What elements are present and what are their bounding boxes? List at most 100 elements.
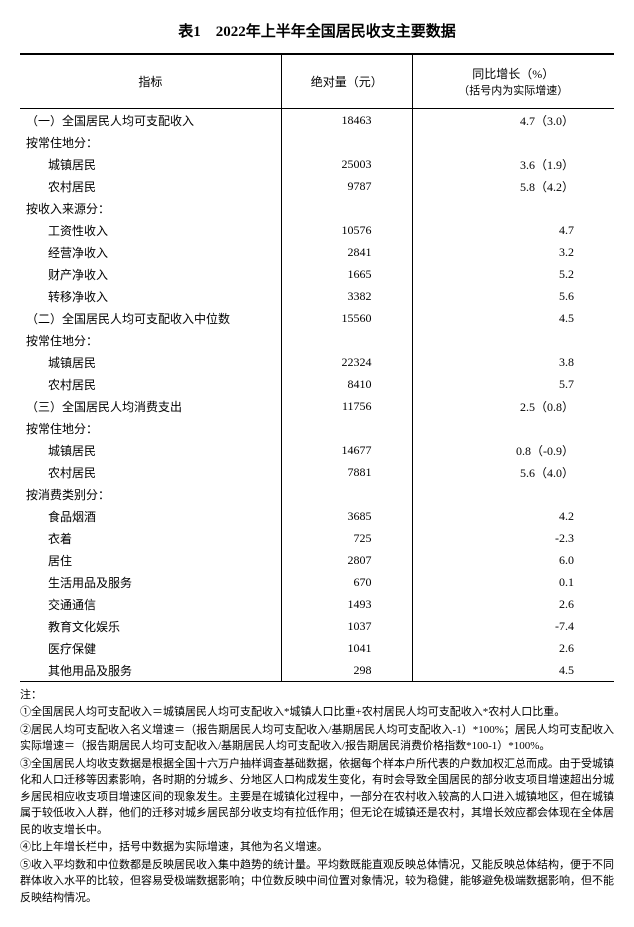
table-row: 生活用品及服务6700.1 [20, 571, 614, 593]
cell-indicator: 城镇居民 [20, 153, 281, 175]
cell-absolute: 18463 [281, 109, 412, 132]
cell-absolute: 1037 [281, 615, 412, 637]
cell-absolute: 670 [281, 571, 412, 593]
note-item: ①全国居民人均可支配收入＝城镇居民人均可支配收入*城镇人口比重+农村居民人均可支… [20, 704, 614, 721]
cell-indicator: 农村居民 [20, 175, 281, 197]
cell-absolute: 15560 [281, 307, 412, 329]
table-row: 其他用品及服务2984.5 [20, 659, 614, 682]
cell-growth: 2.6 [412, 593, 614, 615]
cell-indicator: 食品烟酒 [20, 505, 281, 527]
cell-growth: -7.4 [412, 615, 614, 637]
cell-growth: 5.7 [412, 373, 614, 395]
cell-growth: 4.2 [412, 505, 614, 527]
cell-growth: 3.6（1.9） [412, 153, 614, 175]
cell-growth: 4.7 [412, 219, 614, 241]
cell-absolute: 11756 [281, 395, 412, 417]
cell-indicator: 教育文化娱乐 [20, 615, 281, 637]
cell-absolute [281, 417, 412, 439]
cell-absolute: 3685 [281, 505, 412, 527]
notes-label: 注： [20, 686, 614, 702]
col-header-absolute: 绝对量（元） [281, 54, 412, 109]
cell-growth: 5.6 [412, 285, 614, 307]
cell-indicator: 城镇居民 [20, 351, 281, 373]
cell-indicator: 农村居民 [20, 461, 281, 483]
cell-absolute: 22324 [281, 351, 412, 373]
cell-indicator: 按常住地分： [20, 417, 281, 439]
cell-growth: 0.1 [412, 571, 614, 593]
cell-indicator: 按常住地分： [20, 329, 281, 351]
cell-indicator: （二）全国居民人均可支配收入中位数 [20, 307, 281, 329]
table-row: 工资性收入105764.7 [20, 219, 614, 241]
cell-growth [412, 131, 614, 153]
cell-absolute [281, 197, 412, 219]
table-row: 按常住地分： [20, 329, 614, 351]
table-row: 衣着725-2.3 [20, 527, 614, 549]
cell-indicator: 城镇居民 [20, 439, 281, 461]
table-row: 农村居民97875.8（4.2） [20, 175, 614, 197]
cell-indicator: 其他用品及服务 [20, 659, 281, 682]
cell-growth: 2.5（0.8） [412, 395, 614, 417]
cell-absolute [281, 131, 412, 153]
col-header-indicator: 指标 [20, 54, 281, 109]
cell-absolute [281, 329, 412, 351]
table-row: 按常住地分： [20, 417, 614, 439]
note-item: ③全国居民人均收支数据是根据全国十六万户抽样调查基础数据，依据每个样本户所代表的… [20, 756, 614, 839]
cell-absolute: 1041 [281, 637, 412, 659]
cell-indicator: 经营净收入 [20, 241, 281, 263]
cell-growth: 6.0 [412, 549, 614, 571]
cell-growth: 4.7（3.0） [412, 109, 614, 132]
cell-growth: 3.8 [412, 351, 614, 373]
cell-indicator: 按常住地分： [20, 131, 281, 153]
cell-absolute: 2841 [281, 241, 412, 263]
cell-growth [412, 417, 614, 439]
cell-growth: -2.3 [412, 527, 614, 549]
cell-growth [412, 329, 614, 351]
cell-growth: 3.2 [412, 241, 614, 263]
cell-indicator: 按消费类别分： [20, 483, 281, 505]
cell-indicator: 转移净收入 [20, 285, 281, 307]
table-row: 教育文化娱乐1037-7.4 [20, 615, 614, 637]
table-title: 表1 2022年上半年全国居民收支主要数据 [20, 20, 614, 41]
cell-indicator: 生活用品及服务 [20, 571, 281, 593]
table-body: （一）全国居民人均可支配收入184634.7（3.0）按常住地分：城镇居民250… [20, 109, 614, 682]
cell-indicator: （一）全国居民人均可支配收入 [20, 109, 281, 132]
cell-indicator: 医疗保健 [20, 637, 281, 659]
cell-indicator: 农村居民 [20, 373, 281, 395]
table-row: （一）全国居民人均可支配收入184634.7（3.0） [20, 109, 614, 132]
cell-absolute: 10576 [281, 219, 412, 241]
table-row: 交通通信14932.6 [20, 593, 614, 615]
table-row: 按常住地分： [20, 131, 614, 153]
note-item: ⑤收入平均数和中位数都是反映居民收入集中趋势的统计量。平均数既能直观反映总体情况… [20, 857, 614, 907]
cell-growth: 4.5 [412, 659, 614, 682]
header-row: 指标 绝对量（元） 同比增长（%） （括号内为实际增速） [20, 54, 614, 109]
cell-absolute: 8410 [281, 373, 412, 395]
cell-indicator: 财产净收入 [20, 263, 281, 285]
cell-absolute: 2807 [281, 549, 412, 571]
cell-indicator: 按收入来源分： [20, 197, 281, 219]
cell-growth: 4.5 [412, 307, 614, 329]
cell-absolute [281, 483, 412, 505]
table-row: 经营净收入28413.2 [20, 241, 614, 263]
table-row: 农村居民78815.6（4.0） [20, 461, 614, 483]
cell-absolute: 25003 [281, 153, 412, 175]
table-row: 居住28076.0 [20, 549, 614, 571]
cell-absolute: 1665 [281, 263, 412, 285]
table-row: 财产净收入16655.2 [20, 263, 614, 285]
cell-indicator: 交通通信 [20, 593, 281, 615]
table-row: 城镇居民223243.8 [20, 351, 614, 373]
cell-indicator: 衣着 [20, 527, 281, 549]
data-table: 指标 绝对量（元） 同比增长（%） （括号内为实际增速） （一）全国居民人均可支… [20, 53, 614, 682]
table-row: 城镇居民146770.8（-0.9） [20, 439, 614, 461]
cell-growth: 5.2 [412, 263, 614, 285]
cell-growth: 5.8（4.2） [412, 175, 614, 197]
table-row: 农村居民84105.7 [20, 373, 614, 395]
table-row: 食品烟酒36854.2 [20, 505, 614, 527]
table-row: 转移净收入33825.6 [20, 285, 614, 307]
col-header-growth: 同比增长（%） （括号内为实际增速） [412, 54, 614, 109]
note-item: ②居民人均可支配收入名义增速＝（报告期居民人均可支配收入/基期居民人均可支配收入… [20, 722, 614, 755]
growth-header-line1: 同比增长（%） [472, 67, 554, 81]
table-row: （三）全国居民人均消费支出117562.5（0.8） [20, 395, 614, 417]
cell-absolute: 14677 [281, 439, 412, 461]
cell-indicator: 居住 [20, 549, 281, 571]
table-row: 按消费类别分： [20, 483, 614, 505]
